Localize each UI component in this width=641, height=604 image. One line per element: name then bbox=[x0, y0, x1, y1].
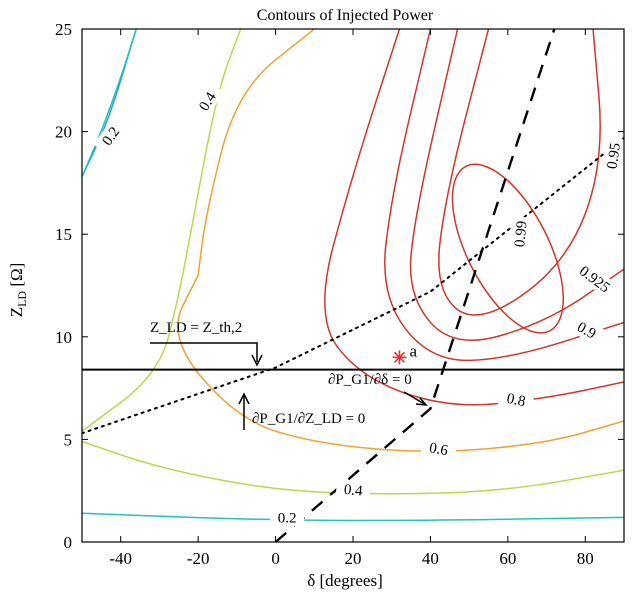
x-axis-label: δ [degrees] bbox=[307, 571, 383, 590]
x-tick-label: -40 bbox=[109, 549, 132, 568]
contour-line bbox=[451, 163, 565, 334]
contour-line bbox=[438, 29, 601, 316]
contour-label: 0.8 bbox=[505, 391, 527, 411]
marker-label: a bbox=[409, 341, 417, 360]
chart-title: Contours of Injected Power bbox=[257, 7, 434, 24]
contour-line bbox=[82, 512, 624, 522]
contour-line bbox=[324, 29, 624, 406]
y-axis-label: ZLD [Ω] bbox=[7, 263, 29, 318]
contour-line bbox=[384, 29, 624, 362]
dp-ddelta-line bbox=[274, 29, 556, 542]
contour-line bbox=[82, 29, 137, 178]
x-tick-label: -20 bbox=[187, 549, 210, 568]
plot-frame bbox=[81, 28, 625, 543]
contour-line bbox=[82, 29, 137, 178]
contour-label: 0.2 bbox=[278, 510, 297, 526]
contour-line bbox=[197, 29, 315, 276]
y-tick-label: 0 bbox=[64, 533, 73, 552]
x-tick-label: 80 bbox=[577, 549, 594, 568]
x-tick-label: 60 bbox=[499, 549, 516, 568]
y-tick-label: 25 bbox=[55, 20, 72, 39]
y-tick-label: 5 bbox=[64, 430, 73, 449]
dp-ddelta-label: ∂P_G1/∂δ = 0 bbox=[328, 372, 412, 388]
zth-label: Z_LD = Z_th,2 bbox=[150, 320, 242, 336]
dp-dzld-line bbox=[82, 136, 624, 435]
y-tick-label: 20 bbox=[55, 123, 72, 142]
contour-line bbox=[82, 29, 242, 432]
operating-point-marker bbox=[392, 350, 407, 365]
x-tick-label: 40 bbox=[422, 549, 439, 568]
contour-label: 0.4 bbox=[343, 482, 364, 500]
contour-label: 0.99 bbox=[512, 220, 531, 248]
contour-label: 0.6 bbox=[428, 440, 450, 459]
y-tick-label: 10 bbox=[55, 328, 72, 347]
contour-label: 0.9 bbox=[574, 319, 598, 342]
x-tick-label: 20 bbox=[345, 549, 362, 568]
contour-label: 0.95 bbox=[605, 142, 624, 170]
contour-line bbox=[177, 274, 624, 452]
y-tick-label: 15 bbox=[55, 225, 72, 244]
contour-line bbox=[409, 29, 624, 341]
x-tick-label: 0 bbox=[271, 549, 280, 568]
dp-dzld-label: ∂P_G1/∂Z_LD = 0 bbox=[252, 411, 365, 427]
